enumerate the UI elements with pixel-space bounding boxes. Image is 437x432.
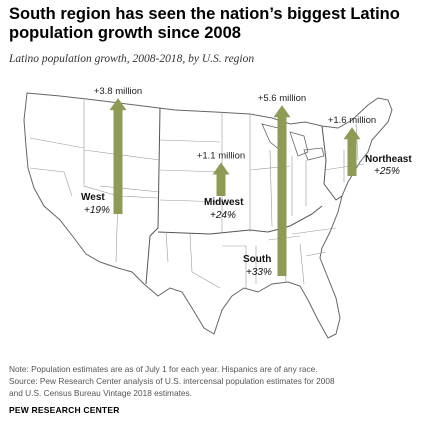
west-percent-label: +19% (84, 205, 110, 216)
us-outline (23, 92, 393, 339)
midwest-growth-label: +1.1 million (197, 150, 245, 161)
west-growth-label: +3.8 million (94, 86, 142, 97)
midwest-growth-arrow (212, 162, 230, 196)
south-region-name: South (243, 254, 271, 265)
source-line-continued: and U.S. Census Bureau Vintage 2018 esti… (9, 388, 192, 398)
us-land (23, 92, 393, 339)
region-border-west (145, 107, 161, 285)
region-border-midwest-south (157, 205, 323, 235)
source-line: Source: Pew Research Center analysis of … (9, 376, 335, 386)
west-growth-arrow (109, 98, 127, 214)
region-border-northeast (321, 125, 343, 201)
chart-title-line2: population growth since 2008 (9, 24, 241, 42)
northeast-percent-label: +25% (374, 166, 400, 177)
chart-title: South region has seen the nation’s bigge… (9, 5, 429, 43)
chart-title-line1: South region has seen the nation’s bigge… (9, 5, 400, 23)
pew-logo-text: PEW RESEARCH CENTER (9, 405, 120, 415)
south-growth-arrow (273, 105, 291, 276)
south-growth-label: +5.6 million (258, 93, 306, 104)
footnote: Note: Population estimates are as of Jul… (9, 363, 429, 399)
chart-subtitle: Latino population growth, 2008-2018, by … (9, 53, 255, 65)
northeast-growth-label: +1.6 million (328, 115, 376, 126)
us-region-map: +3.8 million West +19% +1.1 million Midwest +… (23, 86, 412, 339)
northeast-growth-arrow (343, 127, 361, 176)
growth-arrows (109, 98, 361, 276)
note-line: Note: Population estimates are as of Jul… (9, 364, 318, 374)
south-percent-label: +33% (246, 267, 272, 278)
west-region-name: West (81, 192, 105, 203)
midwest-percent-label: +24% (210, 210, 236, 221)
midwest-region-name: Midwest (204, 197, 244, 208)
region-labels: +3.8 million West +19% +1.1 million Midwest +… (81, 86, 412, 278)
northeast-region-name: Northeast (365, 154, 412, 165)
